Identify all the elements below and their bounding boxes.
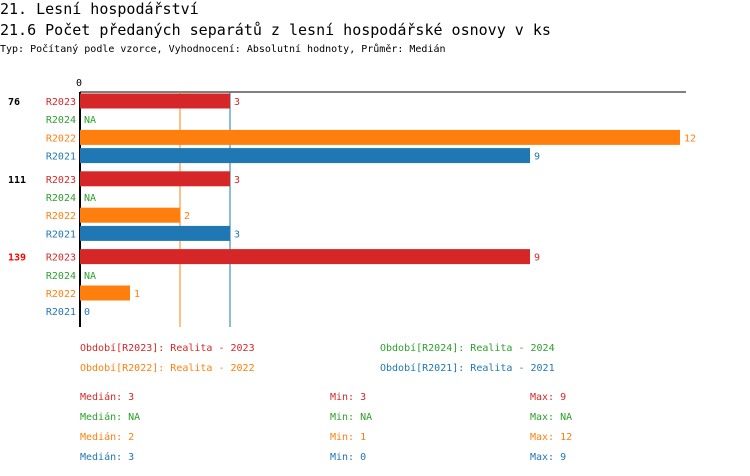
series-label: R2022 [46,133,76,144]
bar-value-label: 12 [684,133,696,144]
series-label: R2023 [46,253,76,264]
series-label: R2024 [46,193,76,204]
bar [80,93,230,109]
series-label: R2022 [46,211,76,222]
group-label: 76 [8,97,20,108]
legend-item-r2021: Období[R2021]: Realita - 2021 [380,363,555,374]
bar [80,225,230,241]
bar-value-label: 9 [534,152,540,163]
bar [80,207,180,223]
bar-value-label: 2 [184,211,190,222]
bar-value-label: 3 [234,97,240,108]
group-label: 139 [8,253,26,264]
section-title: 21. Lesní hospodářství [0,0,199,18]
stat-max-r2024: Max: NA [530,412,573,423]
stat-median-r2024: Medián: NA [80,412,141,423]
bar-value-label: 9 [534,253,540,264]
series-label: R2021 [46,152,76,163]
stat-max-r2022: Max: 12 [530,432,573,443]
stat-max-r2023: Max: 9 [530,392,567,403]
legend-item-r2023: Období[R2023]: Realita - 2023 [80,343,255,354]
bar [80,129,680,145]
series-label: R2022 [46,289,76,300]
stat-max-r2021: Max: 9 [530,452,567,463]
series-label: R2021 [46,229,76,240]
bar [80,171,230,187]
bar [80,148,530,164]
bar-value-label: NA [84,115,96,126]
bar-value-label: 1 [134,289,140,300]
x-tick-label: 0 [76,78,82,89]
stat-min-r2024: Min: NA [330,412,373,423]
chart-subtitle: Typ: Počítaný podle vzorce, Vyhodnocení:… [0,44,446,55]
stat-median-r2023: Medián: 3 [80,392,135,403]
bar [80,285,130,301]
bar-value-label: NA [84,193,96,204]
bar-value-label: 0 [84,307,90,318]
stat-median-r2021: Medián: 3 [80,452,135,463]
series-label: R2021 [46,307,76,318]
legend-item-r2022: Období[R2022]: Realita - 2022 [80,363,255,374]
series-label: R2023 [46,175,76,186]
stat-min-r2021: Min: 0 [330,452,367,463]
bar-value-label: 3 [234,229,240,240]
series-label: R2024 [46,271,76,282]
stat-median-r2022: Medián: 2 [80,432,135,443]
chart-title: 21.6 Počet předaných separátů z lesní ho… [0,21,551,39]
legend-item-r2024: Období[R2024]: Realita - 2024 [380,343,555,354]
stat-min-r2022: Min: 1 [330,432,367,443]
series-label: R2024 [46,115,76,126]
series-label: R2023 [46,97,76,108]
bar [80,249,530,265]
stat-min-r2023: Min: 3 [330,392,367,403]
group-label: 111 [8,175,26,186]
bar-value-label: NA [84,271,96,282]
bar-value-label: 3 [234,175,240,186]
